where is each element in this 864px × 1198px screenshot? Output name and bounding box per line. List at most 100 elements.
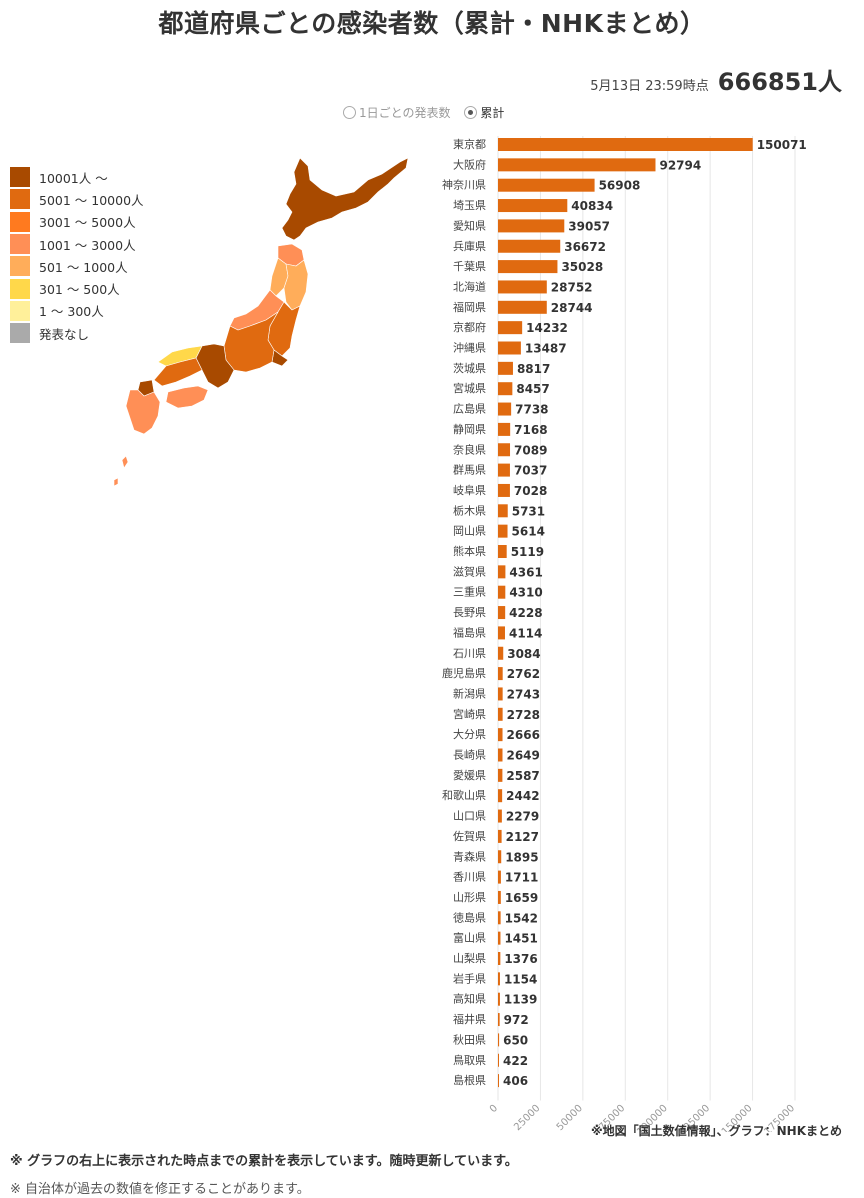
map-region-shikoku[interactable]	[165, 385, 209, 409]
cumulative-option[interactable]: 累計	[464, 106, 504, 120]
bar[interactable]	[498, 219, 565, 233]
map-region-kyushu[interactable]	[125, 389, 161, 435]
map-region-chugoku-south[interactable]	[153, 357, 203, 387]
cumulative-label: 累計	[480, 106, 505, 120]
category-label: 宮城県	[453, 381, 486, 395]
bar[interactable]	[498, 321, 523, 335]
bar[interactable]	[498, 524, 508, 538]
legend-item: 5001 ～ 10000人	[10, 188, 144, 210]
bar[interactable]	[498, 483, 510, 497]
bar[interactable]	[498, 585, 506, 599]
category-label: 青森県	[453, 849, 486, 863]
category-label: 岩手県	[453, 971, 486, 985]
bar[interactable]	[498, 728, 503, 742]
bar[interactable]	[498, 422, 511, 436]
bar[interactable]	[498, 829, 502, 843]
category-label: 石川県	[453, 647, 486, 660]
daily-radio[interactable]	[343, 106, 356, 119]
category-label: 徳島県	[453, 910, 486, 924]
category-label: 埼玉県	[453, 198, 486, 212]
legend-label: 1 ～ 300人	[39, 304, 104, 320]
bar[interactable]	[498, 952, 501, 965]
bar[interactable]	[498, 341, 521, 355]
cumulative-radio[interactable]	[464, 106, 478, 119]
category-label: 長野県	[453, 606, 486, 619]
bar[interactable]	[498, 1013, 500, 1027]
bar[interactable]	[498, 768, 503, 782]
bar[interactable]	[498, 646, 504, 660]
x-tick-label: 0	[488, 1103, 500, 1115]
bar[interactable]	[498, 1033, 500, 1047]
value-label: 36672	[564, 240, 606, 254]
bar[interactable]	[498, 239, 561, 253]
category-label: 沖縄県	[453, 341, 486, 355]
category-label: 茨城県	[453, 361, 486, 375]
category-label: 愛知県	[453, 218, 486, 232]
bar[interactable]	[498, 260, 558, 274]
value-label: 2666	[507, 728, 540, 742]
category-label: 兵庫県	[453, 239, 486, 253]
bar[interactable]	[498, 565, 506, 579]
daily-option[interactable]: 1日ごとの発表数	[343, 106, 454, 120]
bar[interactable]	[498, 809, 502, 823]
bar[interactable]	[498, 280, 547, 294]
value-label: 2127	[506, 830, 539, 844]
category-label: 広島県	[453, 402, 486, 416]
bar[interactable]	[498, 789, 503, 803]
category-label: 山口県	[453, 810, 486, 823]
legend-swatch	[10, 167, 30, 188]
bar[interactable]	[498, 402, 512, 416]
value-label: 1139	[504, 993, 537, 1007]
bar[interactable]	[498, 992, 500, 1006]
bar[interactable]	[498, 463, 510, 477]
bar[interactable]	[498, 382, 513, 396]
bar[interactable]	[498, 972, 500, 986]
bar[interactable]	[498, 545, 507, 558]
value-label: 8817	[517, 362, 550, 376]
bar[interactable]	[498, 707, 503, 721]
bar[interactable]	[498, 748, 503, 762]
bar[interactable]	[498, 443, 511, 457]
bar[interactable]	[498, 138, 753, 151]
category-label: 山形県	[453, 891, 486, 904]
value-label: 1376	[504, 952, 537, 966]
category-label: 奈良県	[453, 442, 486, 456]
bar[interactable]	[498, 850, 502, 864]
legend-item: 301 ～ 500人	[10, 277, 144, 299]
value-label: 2762	[507, 667, 540, 681]
value-label: 972	[504, 1013, 529, 1027]
value-label: 150071	[757, 138, 807, 152]
legend-item: 501 ～ 1000人	[10, 255, 144, 277]
bar[interactable]	[498, 687, 503, 701]
japan-map	[113, 157, 409, 487]
legend-swatch	[10, 234, 30, 255]
map-region-okinawa[interactable]	[113, 455, 129, 487]
bar[interactable]	[498, 911, 501, 925]
bar[interactable]	[498, 300, 547, 314]
bar[interactable]	[498, 606, 506, 620]
bar[interactable]	[498, 931, 501, 945]
bar[interactable]	[498, 158, 656, 172]
bar[interactable]	[498, 1053, 499, 1067]
value-label: 7738	[515, 403, 548, 417]
x-tick-label: 50000	[555, 1103, 585, 1132]
value-label: 1451	[504, 932, 537, 946]
bar[interactable]	[498, 504, 508, 518]
value-label: 14232	[526, 321, 568, 335]
legend-swatch	[10, 256, 30, 277]
bar[interactable]	[498, 626, 505, 640]
category-label: 秋田県	[453, 1032, 486, 1046]
bar[interactable]	[498, 890, 501, 904]
category-label: 福島県	[453, 625, 486, 639]
bar[interactable]	[498, 1074, 499, 1088]
update-info: 5月13日 23:59時点 666851人	[590, 62, 842, 97]
bar[interactable]	[498, 870, 501, 884]
bar[interactable]	[498, 178, 595, 192]
value-label: 7089	[514, 443, 547, 457]
map-legend: 10001人 ～ 5001 ～ 10000人 3001 ～ 5000人 1001…	[10, 166, 144, 344]
map-region-tohoku-east[interactable]	[283, 259, 309, 311]
bar[interactable]	[498, 667, 503, 681]
bar[interactable]	[498, 199, 568, 213]
map-region-hokkaido[interactable]	[281, 157, 409, 241]
bar[interactable]	[498, 361, 513, 375]
